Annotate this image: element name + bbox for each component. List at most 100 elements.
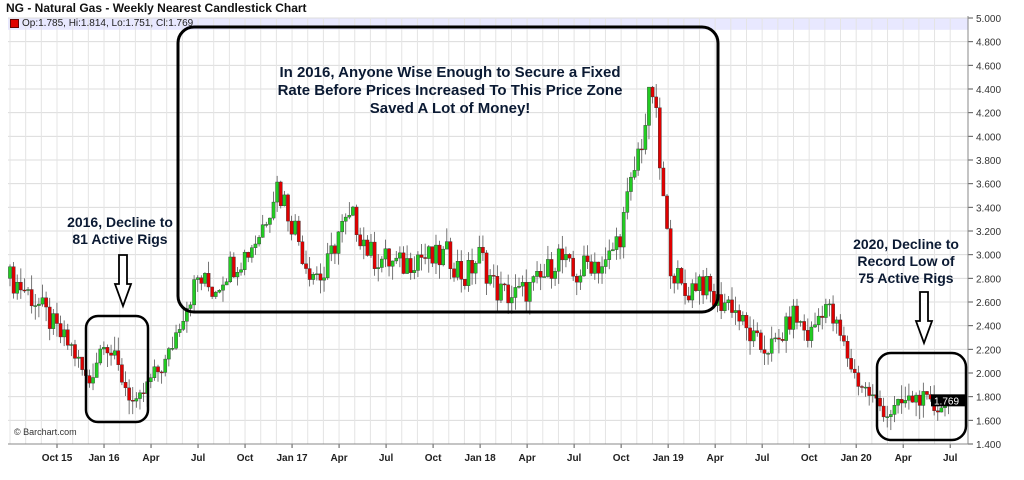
x-tick-label: Jan 20 [841,453,873,464]
x-tick-label: Oct [801,453,818,464]
candle-body [11,266,16,294]
chart-title: NG - Natural Gas - Weekly Nearest Candle… [6,1,307,15]
candle-body [730,299,734,313]
candle-body [639,148,644,151]
candle-body [127,387,131,401]
y-tick-label: 2.200 [976,345,1001,356]
candle-body [722,302,727,311]
candle-body [22,289,27,292]
candle-body [278,181,283,207]
candle-body [148,377,153,382]
x-tick-label: Jan 18 [465,453,497,464]
candle-body [629,176,633,192]
candle-body [358,234,362,247]
candle-body [524,282,529,302]
y-tick-label: 4.200 [976,109,1001,120]
candle-body [394,257,399,262]
candle-body [408,258,413,273]
candle-body [322,277,326,281]
down-arrow-icon [914,291,934,346]
candle-body [430,246,435,264]
y-tick-label: 4.000 [976,132,1001,143]
candle-body [441,248,446,266]
candle-body [286,194,290,222]
candle-body [235,272,240,278]
candle-body [925,391,929,395]
annotation-line: 2020, Decline to [853,236,959,252]
candle-body [665,195,669,229]
candle-body [773,337,778,340]
right-annotation: 2020, Decline to Record Low of 75 Active… [846,236,966,286]
candle-body [538,271,543,278]
candle-body [701,276,705,296]
candle-body [748,327,752,342]
candle-body [842,335,846,342]
x-tick-label: Jul [943,453,958,464]
y-tick-label: 1.400 [976,440,1001,451]
candle-body [376,267,381,269]
candle-body [275,181,279,203]
candle-body [896,399,900,406]
candle-body [466,260,471,286]
y-tick-label: 2.400 [976,322,1001,333]
candle-body [289,220,294,235]
candle-body [470,260,474,274]
candle-body [228,256,233,283]
candle-body [935,410,940,413]
candle-body [264,224,269,226]
candle-body [195,277,200,280]
candle-body [491,275,496,277]
x-tick-label: Jan 17 [276,453,308,464]
candle-body [293,220,297,235]
y-tick-label: 2.800 [976,274,1001,285]
candle-body [8,266,12,279]
candle-body [87,375,92,384]
candle-body [567,254,572,259]
candle-body [741,315,745,322]
candle-body [437,244,442,266]
candle-body [426,246,431,259]
y-tick-label: 3.200 [976,227,1001,238]
candle-body [914,394,918,403]
candle-body [831,303,835,324]
candle-body [531,276,536,283]
candle-body [206,273,211,288]
candle-body [553,271,557,279]
candle-body [253,243,258,248]
candle-body [152,366,157,378]
candle-body [582,255,586,277]
candle-body [549,259,554,279]
candle-body [307,268,312,280]
candle-body [542,276,547,278]
x-tick-label: Apr [142,453,159,464]
y-tick-label: 3.800 [976,156,1001,167]
candle-body [463,279,467,286]
candle-body [686,295,691,301]
y-tick-label: 1.600 [976,416,1001,427]
candle-body [73,344,77,359]
candle-body [672,275,677,284]
candle-body [806,330,810,341]
candle-body [434,244,438,264]
candle-body [315,273,319,276]
candle-body [112,350,117,356]
candle-body [650,86,655,98]
candle-body [546,259,550,277]
candle-body [47,306,52,329]
candle-body [199,277,204,284]
candle-body [903,400,908,404]
candle-body [502,283,507,286]
candle-body [361,239,366,247]
candle-body [105,347,110,354]
candle-body [383,248,388,260]
candle-body [834,319,839,324]
x-tick-label: Jul [191,453,206,464]
x-tick-label: Jan 19 [653,453,685,464]
candle-body [257,237,261,245]
candle-body [387,248,391,267]
candle-body [347,215,352,218]
x-tick-label: Oct 15 [42,453,73,464]
candle-body [564,254,568,261]
candle-body [297,220,301,242]
candle-body [210,286,214,297]
